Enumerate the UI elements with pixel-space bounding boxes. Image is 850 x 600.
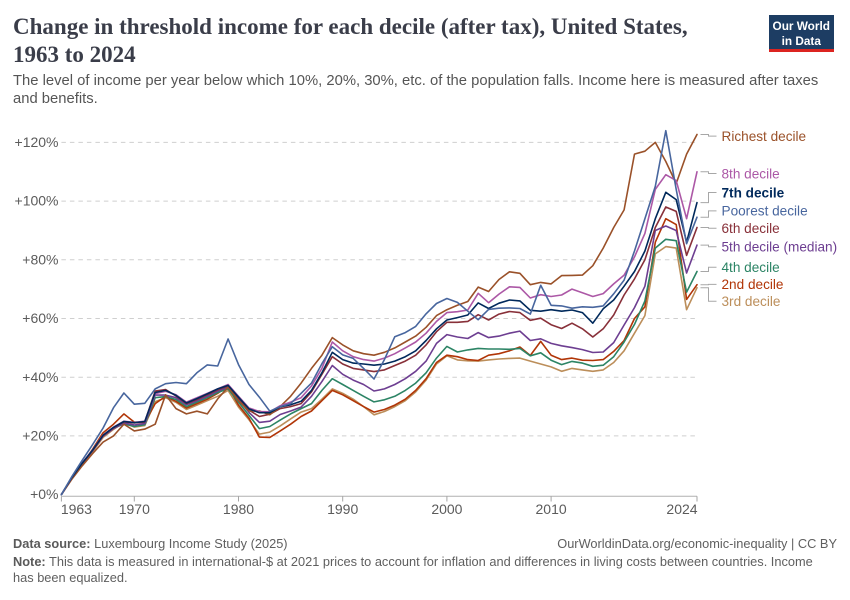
svg-text:+20%: +20% (22, 428, 58, 444)
svg-text:2000: 2000 (431, 501, 462, 517)
svg-text:+100%: +100% (15, 193, 59, 209)
svg-text:5th decile (median): 5th decile (median) (722, 240, 838, 255)
svg-text:3rd decile: 3rd decile (722, 294, 781, 309)
svg-text:7th decile: 7th decile (722, 185, 785, 200)
svg-text:1963: 1963 (61, 501, 92, 517)
svg-text:Richest decile: Richest decile (722, 129, 807, 144)
svg-text:+120%: +120% (15, 134, 59, 150)
svg-text:2010: 2010 (536, 501, 567, 517)
svg-text:4th decile: 4th decile (722, 260, 780, 275)
svg-text:Poorest decile: Poorest decile (722, 204, 808, 219)
svg-text:8th decile: 8th decile (722, 166, 780, 181)
svg-text:6th decile: 6th decile (722, 221, 780, 236)
svg-text:2nd decile: 2nd decile (722, 277, 784, 292)
svg-text:+0%: +0% (30, 486, 58, 502)
svg-text:1990: 1990 (327, 501, 358, 517)
svg-text:1970: 1970 (119, 501, 150, 517)
svg-text:2024: 2024 (666, 501, 697, 517)
svg-text:+60%: +60% (22, 310, 58, 326)
svg-text:+40%: +40% (22, 369, 58, 385)
svg-text:+80%: +80% (22, 251, 58, 267)
svg-text:1980: 1980 (223, 501, 254, 517)
